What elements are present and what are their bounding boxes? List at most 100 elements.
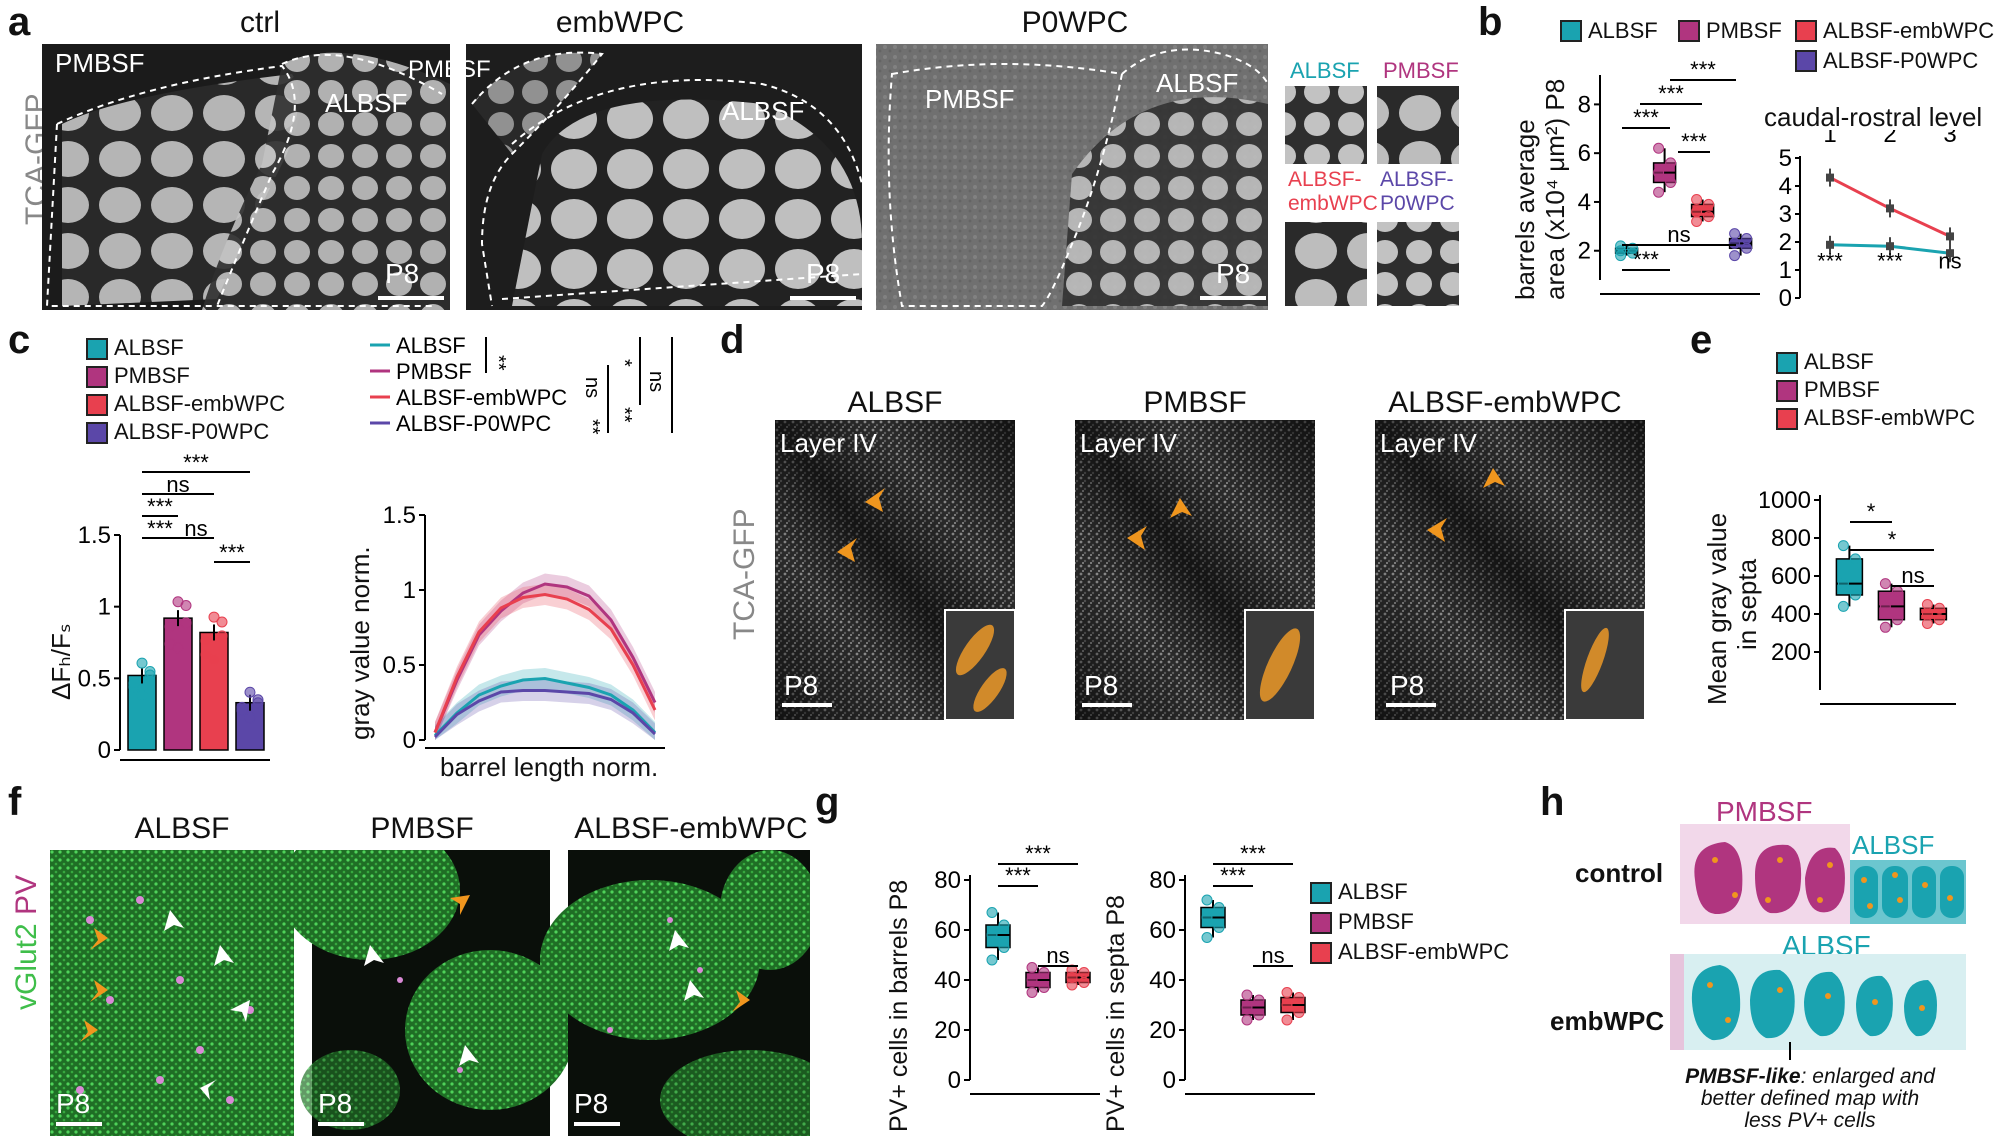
g-legend-swatch-albsf bbox=[1310, 882, 1332, 904]
d-age-embwpc: P8 bbox=[1390, 670, 1425, 701]
point-ALBSF-P0WPC bbox=[244, 712, 256, 724]
y-tick-label: 1.5 bbox=[78, 522, 111, 549]
point-ALBSF-P0WPC bbox=[244, 686, 256, 698]
c-legend-swatch-pmbsf bbox=[86, 366, 108, 388]
line-sig-5: ** bbox=[613, 407, 635, 423]
point-ALBSF-embWPC bbox=[1078, 977, 1090, 988]
panel-label-e: e bbox=[1690, 318, 1713, 362]
panel-label-h: h bbox=[1540, 780, 1565, 824]
e-sig-2: * bbox=[1888, 527, 1897, 552]
point-PMBSF bbox=[1241, 1002, 1253, 1013]
point-PMBSF bbox=[1026, 974, 1038, 986]
chart-c-line: 0 0.5 1 1.5 bbox=[383, 502, 665, 754]
d-layer-pmbsf: Layer IV bbox=[1080, 428, 1177, 458]
scale-bar-p0 bbox=[1200, 296, 1266, 300]
line-legend-ALBSF: ALBSF bbox=[396, 335, 466, 358]
point-ALBSF-embWPC bbox=[1933, 602, 1945, 614]
h-caption-rest: : enlarged and bbox=[1800, 1065, 1935, 1088]
point-ALBSF bbox=[1201, 912, 1213, 923]
title-p0wpc: P0WPC bbox=[1021, 6, 1129, 39]
point-PMBSF bbox=[1879, 600, 1891, 612]
point-PMBSF bbox=[172, 642, 184, 654]
point-PMBSF bbox=[1038, 982, 1050, 993]
inset-label-albsf: ALBSF bbox=[1290, 58, 1360, 83]
point-ALBSF-embWPC bbox=[1691, 215, 1703, 227]
y-tick-label: 0 bbox=[403, 727, 416, 754]
g-legend-embwpc: ALBSF-embWPC bbox=[1338, 939, 1510, 964]
point-PMBSF bbox=[1241, 989, 1253, 1001]
y-tick-label: 0 bbox=[948, 1067, 961, 1094]
y-tick-label: 60 bbox=[1149, 917, 1176, 944]
y-tick-label: 20 bbox=[1149, 1017, 1176, 1044]
point-ALBSF-embWPC bbox=[1703, 198, 1715, 210]
region-albsf-ctrl: ALBSF bbox=[325, 88, 408, 118]
y-tick-label: 1 bbox=[1779, 257, 1792, 284]
y-tick-label: 40 bbox=[934, 967, 961, 994]
panel-label-d: d bbox=[720, 318, 745, 362]
inset-sig-1: *** bbox=[1817, 249, 1843, 274]
age-ctrl: P8 bbox=[385, 258, 420, 289]
point-ALBSF-P0WPC bbox=[1741, 233, 1753, 245]
h-row-control: control bbox=[1575, 858, 1664, 888]
point-ALBSF-embWPC bbox=[1293, 1007, 1305, 1018]
panel-label-c: c bbox=[8, 318, 31, 362]
point-ALBSF-embWPC bbox=[1281, 999, 1293, 1011]
legend-embwpc: ALBSF-embWPC bbox=[1823, 18, 1995, 43]
f-scale-pmbsf bbox=[318, 1122, 364, 1126]
y-tick-label: 4 bbox=[1779, 173, 1792, 200]
y-tick-label: 0 bbox=[98, 737, 111, 764]
point-PMBSF bbox=[1653, 186, 1665, 198]
y-tick-label: 400 bbox=[1771, 601, 1811, 628]
legend-swatch-albsf bbox=[1560, 20, 1582, 42]
d-scale-embwpc bbox=[1386, 703, 1436, 707]
y-tick-label: 1000 bbox=[1760, 487, 1811, 514]
inset-label-p0wpc: ALBSF- P0WPC bbox=[1380, 168, 1455, 215]
line-legend-PMBSF: PMBSF bbox=[396, 359, 472, 384]
line-legend-ALBSF-P0WPC: ALBSF-P0WPC bbox=[396, 411, 551, 436]
b-sig-3: *** bbox=[1633, 105, 1659, 130]
f-ylabel: vGlut2 PV bbox=[10, 875, 44, 1010]
y-tick-label: 600 bbox=[1771, 563, 1811, 590]
point-PMBSF bbox=[180, 600, 192, 612]
region-pmbsf-ctrl: PMBSF bbox=[55, 48, 145, 78]
point-ALBSF-embWPC bbox=[1921, 618, 1933, 629]
e-legend-albsf: ALBSF bbox=[1804, 349, 1874, 374]
d-scale-albsf bbox=[782, 703, 832, 707]
panel-a-micrographs bbox=[42, 44, 1459, 310]
c-sig-4: *** bbox=[147, 516, 173, 541]
y-tick-label: 0.5 bbox=[78, 665, 111, 692]
legend-swatch-p0wpc bbox=[1795, 50, 1817, 72]
d-age-pmbsf: P8 bbox=[1084, 670, 1119, 701]
point-ALBSF bbox=[1837, 578, 1849, 590]
panel-label-g: g bbox=[815, 780, 840, 824]
point-ALBSF-embWPC bbox=[200, 635, 212, 647]
point-ALBSF-embWPC bbox=[216, 630, 228, 642]
y-tick-label: 2 bbox=[1779, 229, 1792, 256]
age-emb: P8 bbox=[806, 258, 841, 289]
point-ALBSF bbox=[1201, 932, 1213, 943]
point-ALBSF-P0WPC bbox=[1729, 250, 1741, 262]
bar-PMBSF bbox=[163, 617, 193, 751]
e-legend-embwpc: ALBSF-embWPC bbox=[1804, 405, 1976, 430]
box-ALBSF bbox=[1835, 558, 1864, 596]
legend-albsf: ALBSF bbox=[1588, 18, 1658, 43]
f-ylabel-vglut2: vGlut2 bbox=[10, 923, 43, 1010]
g-legend-pmbsf: PMBSF bbox=[1338, 909, 1414, 934]
c-legend-swatch-embwpc bbox=[86, 394, 108, 416]
panel-label-a: a bbox=[8, 0, 31, 44]
point-ALBSF bbox=[1213, 902, 1225, 913]
point-ALBSF-P0WPC bbox=[1741, 242, 1753, 254]
point-ALBSF-embWPC bbox=[1293, 992, 1305, 1003]
inset-label-pmbsf: PMBSF bbox=[1383, 58, 1459, 83]
panel-label-f: f bbox=[8, 780, 22, 824]
f-age-pmbsf: P8 bbox=[318, 1088, 353, 1119]
y-tick-label: 40 bbox=[1149, 967, 1176, 994]
c-legend-swatch-p0wpc bbox=[86, 422, 108, 444]
point-ALBSF bbox=[136, 657, 148, 669]
line-sig-4: * bbox=[613, 359, 635, 367]
y-tick-label: 1 bbox=[98, 594, 111, 621]
point-PMBSF bbox=[1891, 614, 1903, 626]
g-sig-2: *** bbox=[1005, 863, 1031, 888]
